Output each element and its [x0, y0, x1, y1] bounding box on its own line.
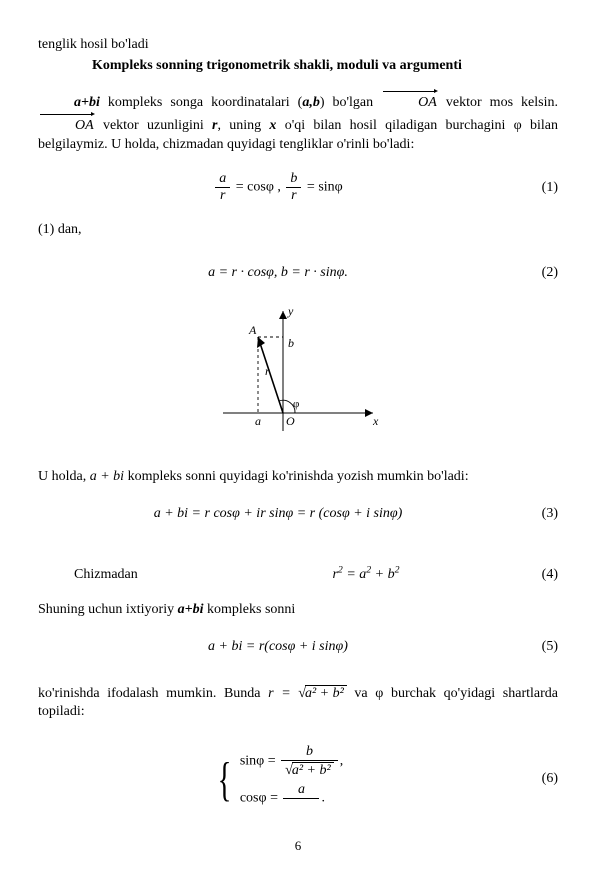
abi: a+bi: [178, 602, 204, 617]
equation-1: a r = cosφ , b r = sinφ (1): [38, 172, 558, 203]
equation-3: a + bi = r cosφ + ir sinφ = r (cosφ + i …: [38, 505, 558, 524]
eq5-number: (5): [518, 638, 558, 657]
frac-a-r: a r: [215, 172, 230, 203]
den-blank: [283, 799, 319, 814]
svg-text:r: r: [265, 364, 270, 378]
radicand: a² + b²: [305, 685, 347, 701]
abi: a + bi: [90, 469, 124, 484]
eq: =: [307, 180, 318, 195]
t: U holda,: [38, 469, 90, 484]
t: vektor mos kelsin.: [438, 95, 558, 110]
vector-OA-1: OA: [382, 90, 437, 113]
sup2: 2: [395, 564, 400, 575]
sin: sinφ: [318, 180, 342, 195]
svg-text:O: O: [286, 414, 295, 428]
t: ) bo'lgan: [320, 95, 381, 110]
eq6-body: { sinφ = b √a² + b² , cosφ = a: [38, 740, 518, 819]
num-a: a: [283, 783, 319, 799]
chizmadan-label: Chizmadan: [38, 566, 214, 585]
eq1-number: (1): [518, 179, 558, 198]
sqrt-icon: √a² + b²: [298, 685, 347, 701]
eq6-number: (6): [518, 770, 558, 789]
t: kompleks sonni: [204, 602, 296, 617]
page-number: 6: [38, 837, 558, 855]
ab: a,b: [302, 95, 320, 110]
eq3-body: a + bi = r cosφ + ir sinφ = r (cosφ + i …: [38, 505, 518, 524]
den-r: r: [215, 188, 230, 203]
t: ko'rinishda ifodalash mumkin. Bunda: [38, 686, 268, 701]
equation-6: { sinφ = b √a² + b² , cosφ = a: [38, 740, 558, 819]
cos: cosφ: [247, 180, 274, 195]
eq4-body: r2 = a2 + b2: [214, 566, 518, 585]
line-sin: sinφ = b √a² + b² ,: [240, 745, 343, 778]
brace-row: { sinφ = b √a² + b² , cosφ = a: [213, 740, 343, 819]
den-r: r: [286, 188, 301, 203]
section-title: Kompleks sonning trigonometrik shakli, m…: [92, 57, 558, 76]
equation-5: a + bi = r(cosφ + i sinφ) (5): [38, 638, 558, 657]
t: , uning: [217, 118, 269, 133]
eq4-number: (4): [518, 566, 558, 585]
eq3-number: (3): [518, 505, 558, 524]
req: r =: [268, 686, 298, 701]
svg-text:a: a: [255, 414, 261, 428]
svg-text:x: x: [372, 414, 379, 428]
figure-svg: y x A b r φ a O: [213, 301, 383, 441]
vector-OA-2: OA: [39, 113, 94, 136]
radicand: a² + b²: [292, 762, 334, 778]
eq: =: [236, 180, 247, 195]
comma: ,: [274, 180, 285, 195]
comma: ,: [340, 754, 344, 769]
eqa: = a: [343, 567, 366, 582]
num-b: b: [281, 745, 338, 761]
num-b: b: [286, 172, 301, 188]
svg-text:φ: φ: [293, 398, 299, 410]
t: kompleks songa koordinatalari (: [100, 95, 302, 110]
equation-2: a = r · cosφ, b = r · sinφ. (2): [38, 264, 558, 283]
den-sqrt: √a² + b²: [281, 761, 338, 778]
sin: sinφ =: [240, 754, 279, 769]
paragraph-1: a+bi kompleks songa koordinatalari (a,b)…: [38, 90, 558, 155]
svg-text:y: y: [287, 304, 294, 318]
num-a: a: [215, 172, 230, 188]
sqrt-icon: √a² + b²: [285, 762, 334, 778]
figure: y x A b r φ a O: [38, 301, 558, 448]
paragraph-3: Shuning uchun ixtiyoriy a+bi kompleks so…: [38, 601, 558, 620]
t: Shuning uchun ixtiyoriy: [38, 602, 178, 617]
cos: cosφ =: [240, 791, 282, 806]
eq2-body: a = r · cosφ, b = r · sinφ.: [38, 264, 518, 283]
svg-text:b: b: [288, 336, 294, 350]
line-cos: cosφ = a .: [240, 783, 343, 814]
frac-cos: a: [283, 783, 319, 814]
left-brace-icon: {: [217, 756, 231, 804]
abi: a+bi: [74, 95, 100, 110]
svg-text:A: A: [248, 323, 257, 337]
frac-b-r: b r: [286, 172, 301, 203]
frac-sin: b √a² + b²: [281, 745, 338, 778]
eq5-body: a + bi = r(cosφ + i sinφ): [38, 638, 518, 657]
paragraph-2: U holda, a + bi kompleks sonni quyidagi …: [38, 468, 558, 487]
eq1-body: a r = cosφ , b r = sinφ: [38, 172, 518, 203]
eq2-number: (2): [518, 264, 558, 283]
equation-4: Chizmadan r2 = a2 + b2 (4): [38, 566, 558, 585]
t: kompleks sonni quyidagi ko'rinishda yozi…: [124, 469, 469, 484]
t: vektor uzunligini: [95, 118, 212, 133]
dan-line: (1) dan,: [38, 221, 558, 240]
brace-block: sinφ = b √a² + b² , cosφ = a .: [240, 740, 343, 819]
paragraph-4: ko'rinishda ifodalash mumkin. Bunda r = …: [38, 685, 558, 723]
eqb: + b: [371, 567, 394, 582]
dot: .: [321, 791, 325, 806]
line-tenglik: tenglik hosil bo'ladi: [38, 36, 558, 55]
